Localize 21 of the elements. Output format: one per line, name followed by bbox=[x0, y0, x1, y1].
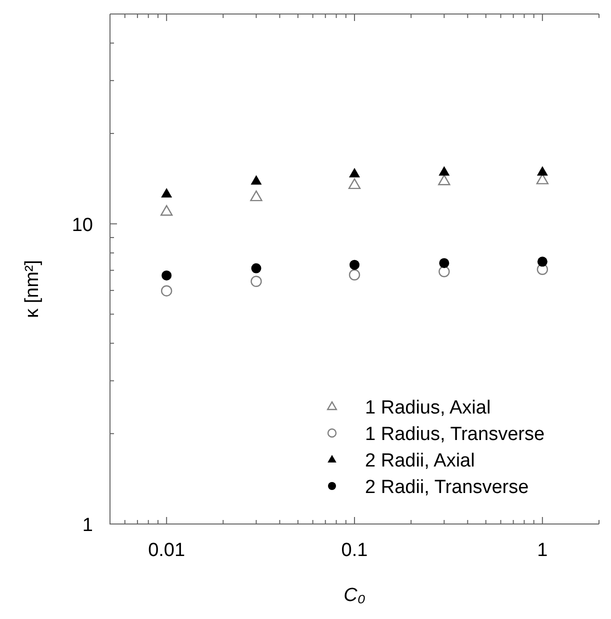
point bbox=[160, 205, 173, 216]
point bbox=[537, 256, 548, 267]
x-tick-label: 0.01 bbox=[148, 540, 186, 561]
y-tick-label: 10 bbox=[72, 214, 93, 236]
point bbox=[160, 285, 172, 296]
legend-label: 1 Radius, Transverse bbox=[365, 424, 545, 445]
x-axis-title: C₀ bbox=[344, 585, 366, 606]
point bbox=[161, 188, 172, 198]
legend-label: 2 Radii, Transverse bbox=[365, 477, 529, 498]
legend-label: 1 Radius, Axial bbox=[365, 398, 491, 418]
point bbox=[536, 264, 548, 275]
point bbox=[536, 166, 548, 176]
point bbox=[350, 260, 360, 270]
x-tick-label: 1 bbox=[537, 540, 548, 561]
x-tick-label: 0.1 bbox=[341, 540, 368, 561]
legend-label: 2 Radii, Axial bbox=[365, 450, 475, 472]
y-axis-title: κ [nm²] bbox=[22, 260, 43, 318]
point bbox=[348, 269, 360, 280]
point bbox=[348, 178, 361, 190]
point bbox=[162, 270, 172, 280]
point bbox=[349, 168, 360, 178]
